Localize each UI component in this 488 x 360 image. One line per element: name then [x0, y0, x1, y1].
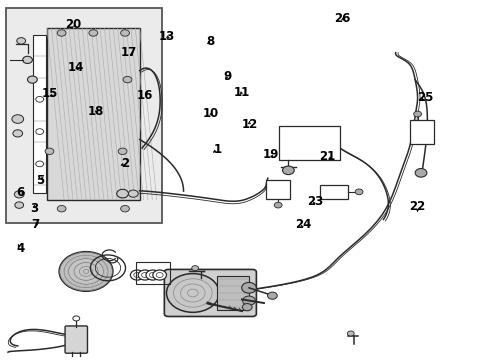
FancyBboxPatch shape [65, 326, 87, 353]
Text: 13: 13 [158, 30, 174, 43]
Circle shape [413, 111, 421, 117]
Text: 14: 14 [68, 60, 84, 73]
Circle shape [13, 130, 22, 137]
Circle shape [267, 292, 277, 299]
Bar [266, 180, 289, 199]
FancyBboxPatch shape [164, 269, 256, 316]
Circle shape [36, 161, 43, 167]
Circle shape [45, 148, 54, 154]
Text: 11: 11 [233, 86, 250, 99]
Text: 15: 15 [41, 87, 58, 100]
Bar [47, 28, 140, 200]
Circle shape [27, 76, 37, 83]
Circle shape [346, 331, 353, 336]
Bar [278, 126, 339, 160]
Text: 20: 20 [64, 18, 81, 31]
Text: 4: 4 [16, 242, 24, 255]
Circle shape [89, 30, 98, 36]
Circle shape [73, 316, 80, 321]
Bar [33, 35, 45, 193]
Circle shape [138, 270, 152, 280]
Circle shape [128, 190, 138, 197]
Text: 22: 22 [408, 201, 425, 213]
Circle shape [14, 191, 24, 198]
Bar [320, 185, 347, 199]
Text: 2: 2 [121, 157, 129, 170]
Circle shape [36, 96, 43, 102]
Circle shape [414, 168, 426, 177]
Circle shape [121, 206, 129, 212]
Circle shape [117, 189, 128, 198]
Text: 26: 26 [333, 12, 349, 25]
Text: 17: 17 [121, 46, 137, 59]
Text: 10: 10 [202, 107, 218, 120]
Circle shape [59, 252, 113, 291]
Text: 19: 19 [263, 148, 279, 161]
Bar [409, 120, 433, 144]
Text: 9: 9 [223, 69, 231, 82]
Text: 25: 25 [416, 91, 432, 104]
Circle shape [191, 266, 198, 271]
Circle shape [121, 30, 129, 36]
Text: 16: 16 [136, 89, 152, 102]
Circle shape [354, 189, 362, 195]
Text: 8: 8 [206, 35, 214, 49]
Text: 18: 18 [87, 105, 104, 118]
Bar [5, 8, 161, 223]
Circle shape [241, 282, 256, 293]
Text: 23: 23 [306, 195, 323, 208]
Text: 24: 24 [294, 218, 310, 231]
Circle shape [22, 56, 32, 63]
Text: 12: 12 [241, 118, 257, 131]
Circle shape [57, 206, 66, 212]
Circle shape [130, 270, 144, 280]
Bar [136, 262, 170, 284]
Text: 1: 1 [213, 143, 221, 156]
Circle shape [242, 296, 255, 305]
Circle shape [118, 148, 127, 154]
Text: 7: 7 [32, 218, 40, 231]
Circle shape [36, 129, 43, 134]
Circle shape [15, 202, 23, 208]
Circle shape [166, 274, 219, 312]
Circle shape [282, 166, 294, 175]
Text: 5: 5 [36, 174, 44, 186]
Circle shape [17, 38, 25, 44]
Circle shape [123, 76, 132, 83]
Text: 6: 6 [16, 186, 24, 199]
Circle shape [12, 115, 23, 123]
Circle shape [146, 270, 159, 280]
Circle shape [153, 270, 166, 280]
Text: 21: 21 [319, 150, 335, 163]
Bar [217, 276, 248, 310]
Circle shape [242, 303, 252, 311]
Circle shape [274, 202, 282, 208]
Circle shape [57, 30, 66, 36]
Text: 3: 3 [30, 202, 38, 215]
